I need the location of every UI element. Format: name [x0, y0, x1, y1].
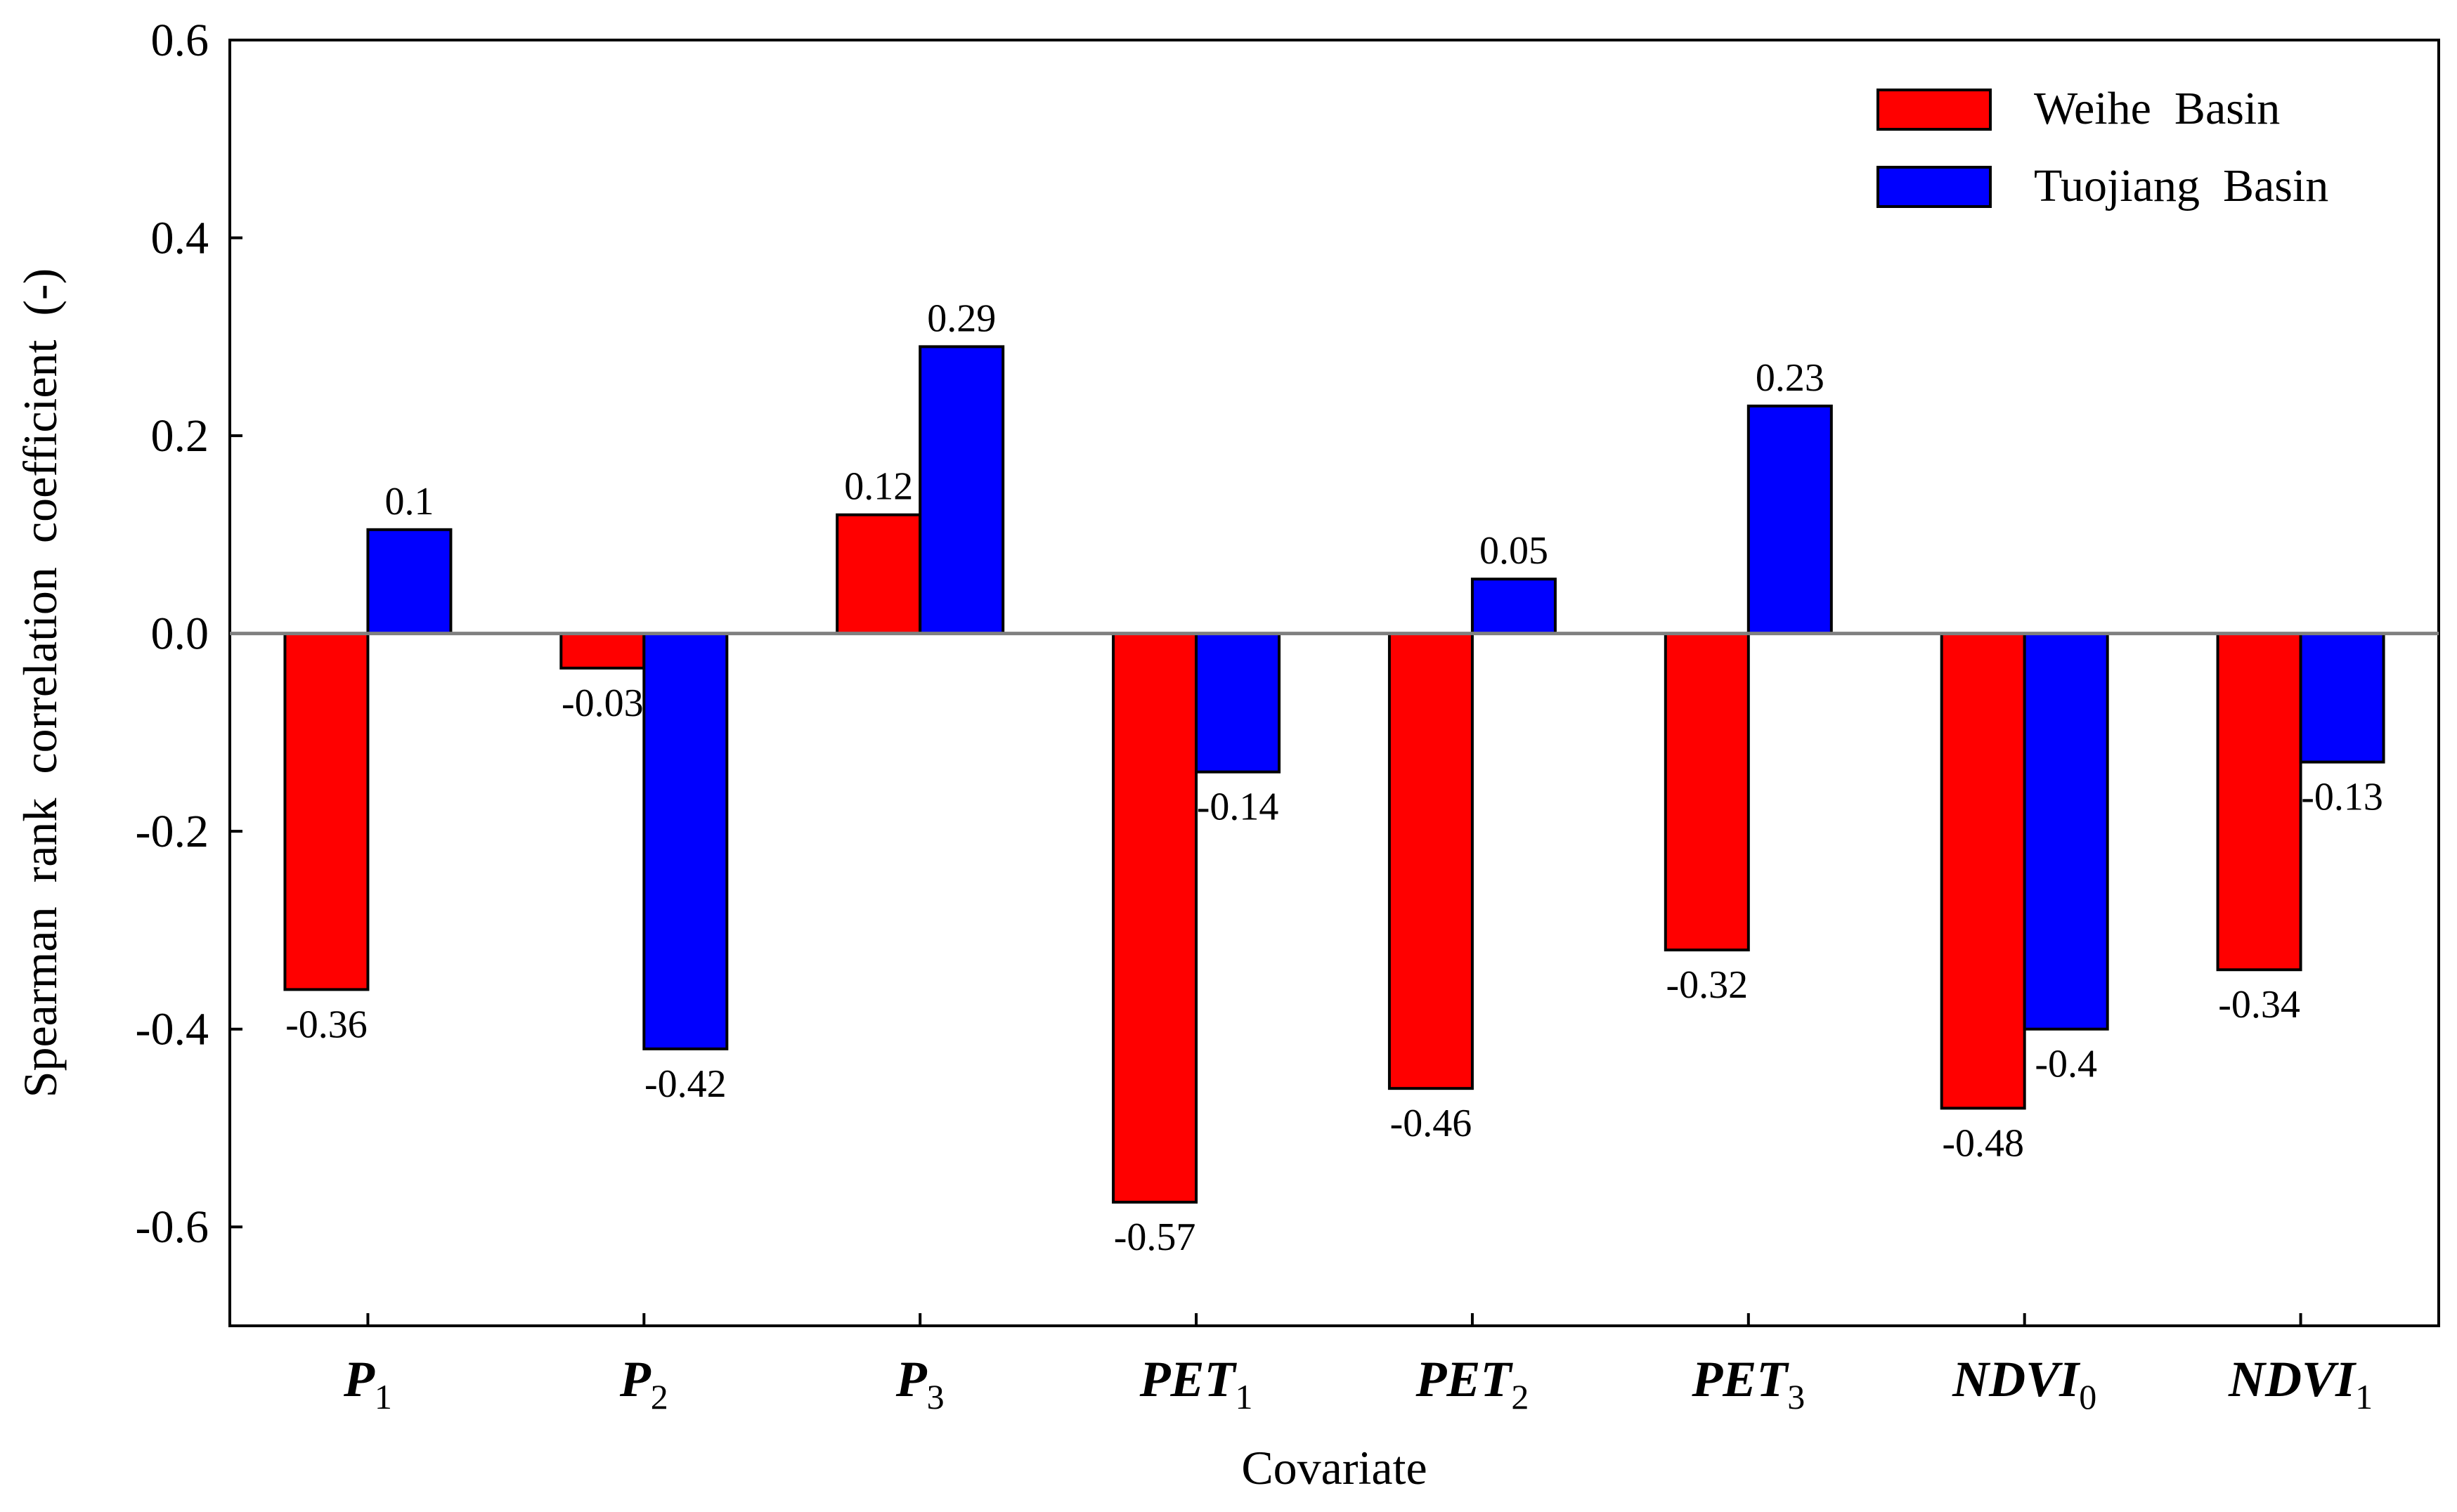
data-label: -0.03 — [562, 682, 644, 725]
bar — [2023, 632, 2109, 1031]
bar — [1112, 632, 1198, 1204]
x-tick-label: P2 — [619, 1351, 668, 1416]
data-label: -0.57 — [1114, 1216, 1196, 1259]
y-tick-label: 0.0 — [151, 608, 209, 660]
y-tick-label: -0.2 — [136, 806, 209, 857]
legend-label: Tuojiang Basin — [2034, 160, 2328, 211]
bar — [1940, 632, 2026, 1110]
plot-frame — [228, 39, 2440, 1327]
x-axis-title: Covariate — [1241, 1441, 1427, 1494]
data-label: -0.14 — [1197, 786, 1279, 829]
data-label: -0.46 — [1390, 1102, 1472, 1145]
x-tick-label: PET2 — [1415, 1351, 1529, 1416]
bar — [559, 632, 646, 670]
bar — [2299, 632, 2385, 764]
bar — [2216, 632, 2302, 972]
data-label: 0.29 — [927, 296, 996, 340]
bar — [642, 632, 729, 1050]
y-tick-label: 0.2 — [151, 410, 209, 462]
bar — [283, 632, 370, 991]
bar — [1746, 404, 1833, 635]
x-tick-label: P3 — [895, 1351, 945, 1416]
data-label: -0.13 — [2301, 776, 2383, 819]
bar — [919, 345, 1005, 635]
x-tick-label: P1 — [343, 1351, 392, 1416]
data-label: -0.34 — [2218, 983, 2300, 1027]
data-label: 0.05 — [1479, 529, 1548, 573]
data-label: -0.4 — [2035, 1043, 2097, 1086]
data-label: -0.32 — [1666, 963, 1748, 1007]
legend-swatch — [1876, 166, 1992, 208]
y-tick-label: -0.6 — [136, 1201, 209, 1253]
legend-swatch — [1876, 89, 1992, 131]
y-tick-label: 0.4 — [151, 213, 209, 264]
data-label: 0.1 — [384, 480, 434, 523]
bar — [1664, 632, 1750, 952]
x-tick-label: NDVI0 — [1952, 1351, 2096, 1416]
bar — [1195, 632, 1281, 774]
data-label: 0.12 — [844, 465, 913, 509]
data-label: 0.23 — [1756, 356, 1824, 400]
bar — [366, 528, 453, 635]
x-tick-label: PET3 — [1691, 1351, 1805, 1416]
bar — [1387, 632, 1474, 1090]
y-tick-label: 0.6 — [151, 15, 209, 66]
data-label: -0.48 — [1942, 1121, 2024, 1165]
bar — [1470, 578, 1557, 635]
legend-label: Weihe Basin — [2034, 83, 2280, 134]
y-tick-label: -0.4 — [136, 1004, 209, 1055]
x-tick-label: NDVI1 — [2228, 1351, 2373, 1416]
x-tick-label: PET1 — [1139, 1351, 1253, 1416]
data-label: -0.36 — [285, 1003, 368, 1046]
y-axis-title: Spearman rank correlation coefficient (-… — [13, 268, 67, 1098]
bar — [836, 513, 922, 635]
data-label: -0.42 — [644, 1062, 727, 1106]
